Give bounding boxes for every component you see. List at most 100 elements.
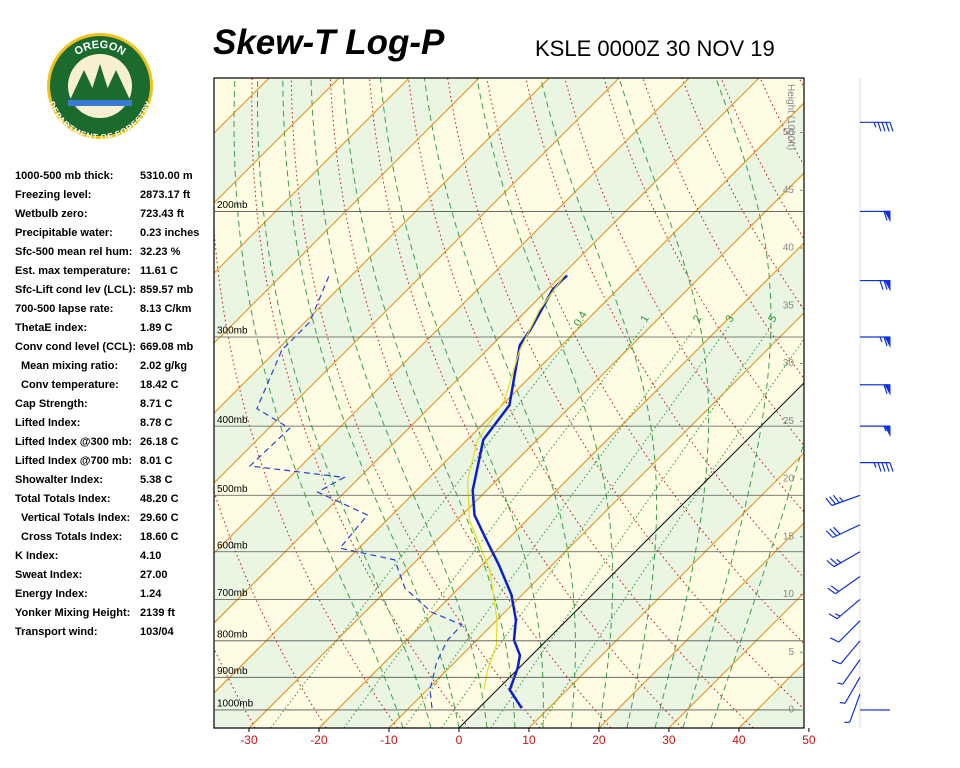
index-value: 4.10 <box>140 550 161 562</box>
y2-tick-label: 25 <box>783 416 795 427</box>
logo-top: OREGON <box>72 39 127 58</box>
dry-adiabat <box>525 78 804 579</box>
index-value: 5.38 C <box>140 474 172 486</box>
mixing-ratio-label: 1 <box>638 313 651 324</box>
logo: OREGON DEPARTMENT OF FORESTRY <box>46 33 154 142</box>
wind-barb <box>825 494 861 507</box>
index-value: 103/04 <box>140 626 175 638</box>
profile-line <box>248 275 463 709</box>
wind-barb <box>837 659 861 685</box>
wind-barb <box>859 425 891 438</box>
wind-barb-staff <box>859 121 894 132</box>
index-value: 8.01 C <box>140 455 172 467</box>
dry-adiabat <box>642 78 804 380</box>
dry-adiabat <box>877 78 960 728</box>
dry-adiabat <box>956 78 960 728</box>
index-value: 1.89 C <box>140 322 172 334</box>
index-label: 1000-500 mb thick: <box>15 170 113 182</box>
index-label: Precipitable water: <box>15 227 113 239</box>
y2-tick-label: 15 <box>783 531 795 542</box>
isotherm <box>214 102 804 694</box>
wind-barb <box>859 384 891 396</box>
index-value: 1.24 <box>140 588 162 600</box>
moist-adiabat <box>423 78 576 728</box>
index-value: 859.57 mb <box>140 284 193 296</box>
wind-barb-staff <box>831 640 861 665</box>
isotherm <box>214 78 620 484</box>
isotherm <box>528 452 804 728</box>
y-tick-label: 400mb <box>217 415 248 426</box>
y-tick-label: 1000mb <box>217 699 254 710</box>
index-value: 8.71 C <box>140 398 172 410</box>
moist-adiabat <box>476 78 614 728</box>
index-label: Conv cond level (CCL): <box>15 341 136 353</box>
wind-barb <box>859 462 894 472</box>
isotherm <box>214 78 690 554</box>
index-value: 2.02 g/kg <box>140 360 187 372</box>
isotherm <box>809 78 960 728</box>
y2-tick-label: 40 <box>783 243 795 254</box>
index-label: Mean mixing ratio: <box>21 360 118 372</box>
moist-adiabat <box>257 78 432 728</box>
index-value: 11.61 C <box>140 265 178 277</box>
moist-adiabat <box>310 78 488 728</box>
x-tick-label: 20 <box>592 733 606 747</box>
index-label: 700-500 lapse rate: <box>15 303 113 315</box>
index-value: 32.23 % <box>140 246 181 258</box>
mixing-ratio-label: 5 <box>766 313 779 324</box>
wind-barb <box>826 551 861 568</box>
y-tick-label: 300mb <box>217 326 248 337</box>
index-value: 48.20 C <box>140 493 179 505</box>
y-tick-label: 900mb <box>217 666 248 677</box>
x-tick-label: 10 <box>522 733 536 747</box>
mixing-ratio-line <box>538 338 804 728</box>
index-value: 723.43 ft <box>140 208 184 220</box>
index-value: 8.78 C <box>140 417 172 429</box>
isotherm <box>458 382 804 728</box>
wind-barb-staff <box>827 576 861 595</box>
x-tick-label: 40 <box>732 733 746 747</box>
wind-barb-staff <box>859 462 894 472</box>
mixing-ratio-line <box>441 326 730 728</box>
index-label: ThetaE index: <box>15 322 87 334</box>
moist-adiabat <box>618 78 710 728</box>
index-value: 18.42 C <box>140 379 179 391</box>
index-label: Lifted Index @300 mb: <box>15 436 132 448</box>
index-label: Freezing level: <box>15 189 91 201</box>
logo-water <box>68 100 132 106</box>
wind-barb <box>859 210 891 223</box>
wind-barb <box>859 279 891 292</box>
mixing-ratio-label: 2 <box>691 313 704 324</box>
index-label: Wetbulb zero: <box>15 208 88 220</box>
moist-adiabat <box>682 78 772 728</box>
x-tick-label: 50 <box>802 733 816 747</box>
index-label: Yonker Mixing Height: <box>15 607 130 619</box>
wind-barb-flag <box>884 336 891 348</box>
y-tick-label: 600mb <box>217 540 248 551</box>
index-label: Lifted Index: <box>15 417 80 429</box>
dry-adiabat <box>486 78 804 645</box>
x-tick-label: -20 <box>310 733 328 747</box>
index-label: Sweat Index: <box>15 569 82 581</box>
wind-barb <box>859 121 894 132</box>
index-label: Cross Totals Index: <box>21 531 122 543</box>
index-value: 669.08 mb <box>140 341 193 353</box>
index-label: Energy Index: <box>15 588 88 600</box>
index-value: 0.23 inches <box>140 227 199 239</box>
wind-barb-staff <box>826 551 861 568</box>
wind-barb <box>831 640 861 665</box>
mixing-ratio-line <box>490 326 773 728</box>
wind-barb <box>859 336 891 348</box>
moist-adiabat <box>540 78 658 728</box>
isotherm <box>879 78 960 728</box>
isotherm <box>949 78 960 728</box>
index-value: 5310.00 m <box>140 170 193 182</box>
y2-axis-label: Height (1000ft) <box>785 84 796 150</box>
index-value: 29.60 C <box>140 512 179 524</box>
index-value: 27.00 <box>140 569 168 581</box>
index-label: Conv temperature: <box>21 379 119 391</box>
x-tick-label: 30 <box>662 733 676 747</box>
wind-barb-flag <box>884 384 891 396</box>
index-value: 2139 ft <box>140 607 175 619</box>
profile-line <box>466 275 565 690</box>
